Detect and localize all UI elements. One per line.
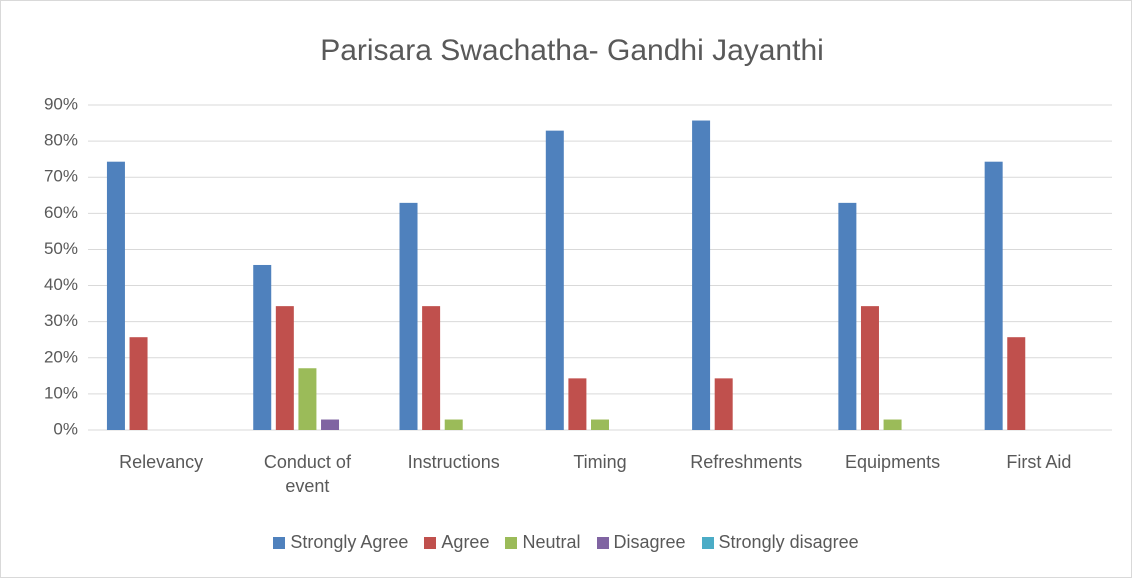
bar bbox=[106, 161, 125, 430]
legend-label: Disagree bbox=[613, 532, 686, 552]
legend-item: Disagree bbox=[596, 532, 686, 553]
y-tick-label: 20% bbox=[44, 347, 78, 366]
legend-item: Agree bbox=[424, 532, 489, 553]
bar bbox=[422, 306, 441, 430]
bar bbox=[984, 161, 1003, 430]
bar bbox=[860, 306, 879, 430]
bar bbox=[129, 337, 148, 430]
y-tick-label: 80% bbox=[44, 131, 78, 150]
legend-item: Neutral bbox=[505, 532, 581, 553]
legend-label: Strongly Agree bbox=[290, 532, 409, 552]
y-tick-label: 40% bbox=[44, 275, 78, 294]
legend-swatch bbox=[505, 536, 518, 549]
bar bbox=[253, 264, 272, 430]
bar bbox=[568, 378, 587, 430]
bar bbox=[1007, 337, 1026, 430]
bar bbox=[444, 419, 463, 430]
legend-label: Strongly disagree bbox=[718, 532, 859, 552]
y-tick-label: 0% bbox=[53, 419, 78, 438]
legend-swatch bbox=[596, 536, 609, 549]
chart-title: Parisara Swachatha- Gandhi Jayanthi bbox=[320, 34, 824, 67]
y-tick-label: 90% bbox=[44, 94, 78, 113]
bar bbox=[321, 419, 340, 430]
bar bbox=[298, 368, 317, 430]
y-tick-label: 30% bbox=[44, 311, 78, 330]
bar bbox=[714, 378, 733, 430]
y-tick-label: 50% bbox=[44, 239, 78, 258]
legend-item: Strongly disagree bbox=[701, 532, 859, 553]
legend-label: Agree bbox=[441, 532, 490, 552]
legend-swatch bbox=[701, 536, 714, 549]
legend-swatch bbox=[424, 536, 437, 549]
x-tick-label: Refreshments bbox=[690, 452, 803, 472]
x-tick-label: Conduct of event bbox=[263, 452, 351, 496]
x-tick-label: Equipments bbox=[845, 452, 941, 472]
legend: Strongly Agree Agree Neutral Disagree Strong… bbox=[0, 532, 1132, 553]
legend-swatch bbox=[273, 536, 286, 549]
bar bbox=[399, 202, 418, 430]
x-tick-label: Instructions bbox=[407, 452, 500, 472]
bar bbox=[883, 419, 902, 430]
legend-label: Neutral bbox=[522, 532, 581, 552]
y-tick-label: 60% bbox=[44, 203, 78, 222]
bar bbox=[838, 202, 857, 430]
x-tick-label: Timing bbox=[573, 452, 627, 472]
bar bbox=[275, 306, 294, 430]
x-tick-label: Relevancy bbox=[119, 452, 204, 472]
bar bbox=[591, 419, 609, 430]
x-tick-label: First Aid bbox=[1006, 452, 1072, 472]
y-tick-label: 10% bbox=[44, 383, 78, 402]
bar bbox=[545, 130, 564, 430]
legend-item: Strongly Agree bbox=[273, 532, 408, 553]
bar bbox=[692, 120, 711, 431]
y-tick-label: 70% bbox=[44, 167, 78, 186]
